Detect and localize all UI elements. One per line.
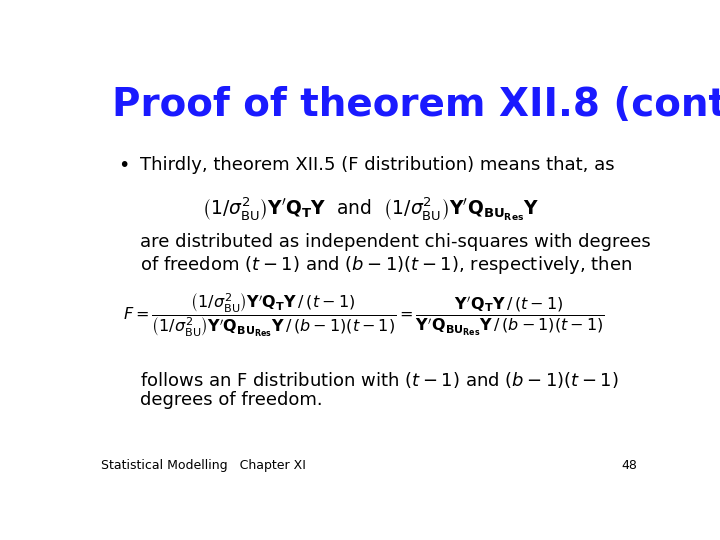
Text: Statistical Modelling   Chapter XI: Statistical Modelling Chapter XI bbox=[101, 460, 306, 472]
Text: of freedom $(t-1)$ and $(b-1)(t-1)$, respectively, then: of freedom $(t-1)$ and $(b-1)(t-1)$, res… bbox=[140, 254, 632, 276]
Text: follows an F distribution with $(t-1)$ and $(b-1)(t-1)$: follows an F distribution with $(t-1)$ a… bbox=[140, 370, 619, 390]
Text: 48: 48 bbox=[621, 460, 637, 472]
Text: $F = \dfrac{\left(1/\sigma^2_{\mathrm{BU}}\right)\mathbf{Y'Q_TY}\,/\,(t-1)}{\lef: $F = \dfrac{\left(1/\sigma^2_{\mathrm{BU… bbox=[124, 292, 606, 339]
Text: $\left(1/\sigma^2_{\mathrm{BU}}\right)\mathbf{Y'Q_TY}$  and  $\left(1/\sigma^2_{: $\left(1/\sigma^2_{\mathrm{BU}}\right)\m… bbox=[202, 196, 539, 223]
Text: are distributed as independent chi-squares with degrees: are distributed as independent chi-squar… bbox=[140, 233, 651, 251]
Text: •: • bbox=[118, 156, 130, 176]
Text: Thirdly, theorem XII.5 (F distribution) means that, as: Thirdly, theorem XII.5 (F distribution) … bbox=[140, 156, 615, 174]
Text: Proof of theorem XII.8 (continued): Proof of theorem XII.8 (continued) bbox=[112, 85, 720, 124]
Text: degrees of freedom.: degrees of freedom. bbox=[140, 391, 323, 409]
